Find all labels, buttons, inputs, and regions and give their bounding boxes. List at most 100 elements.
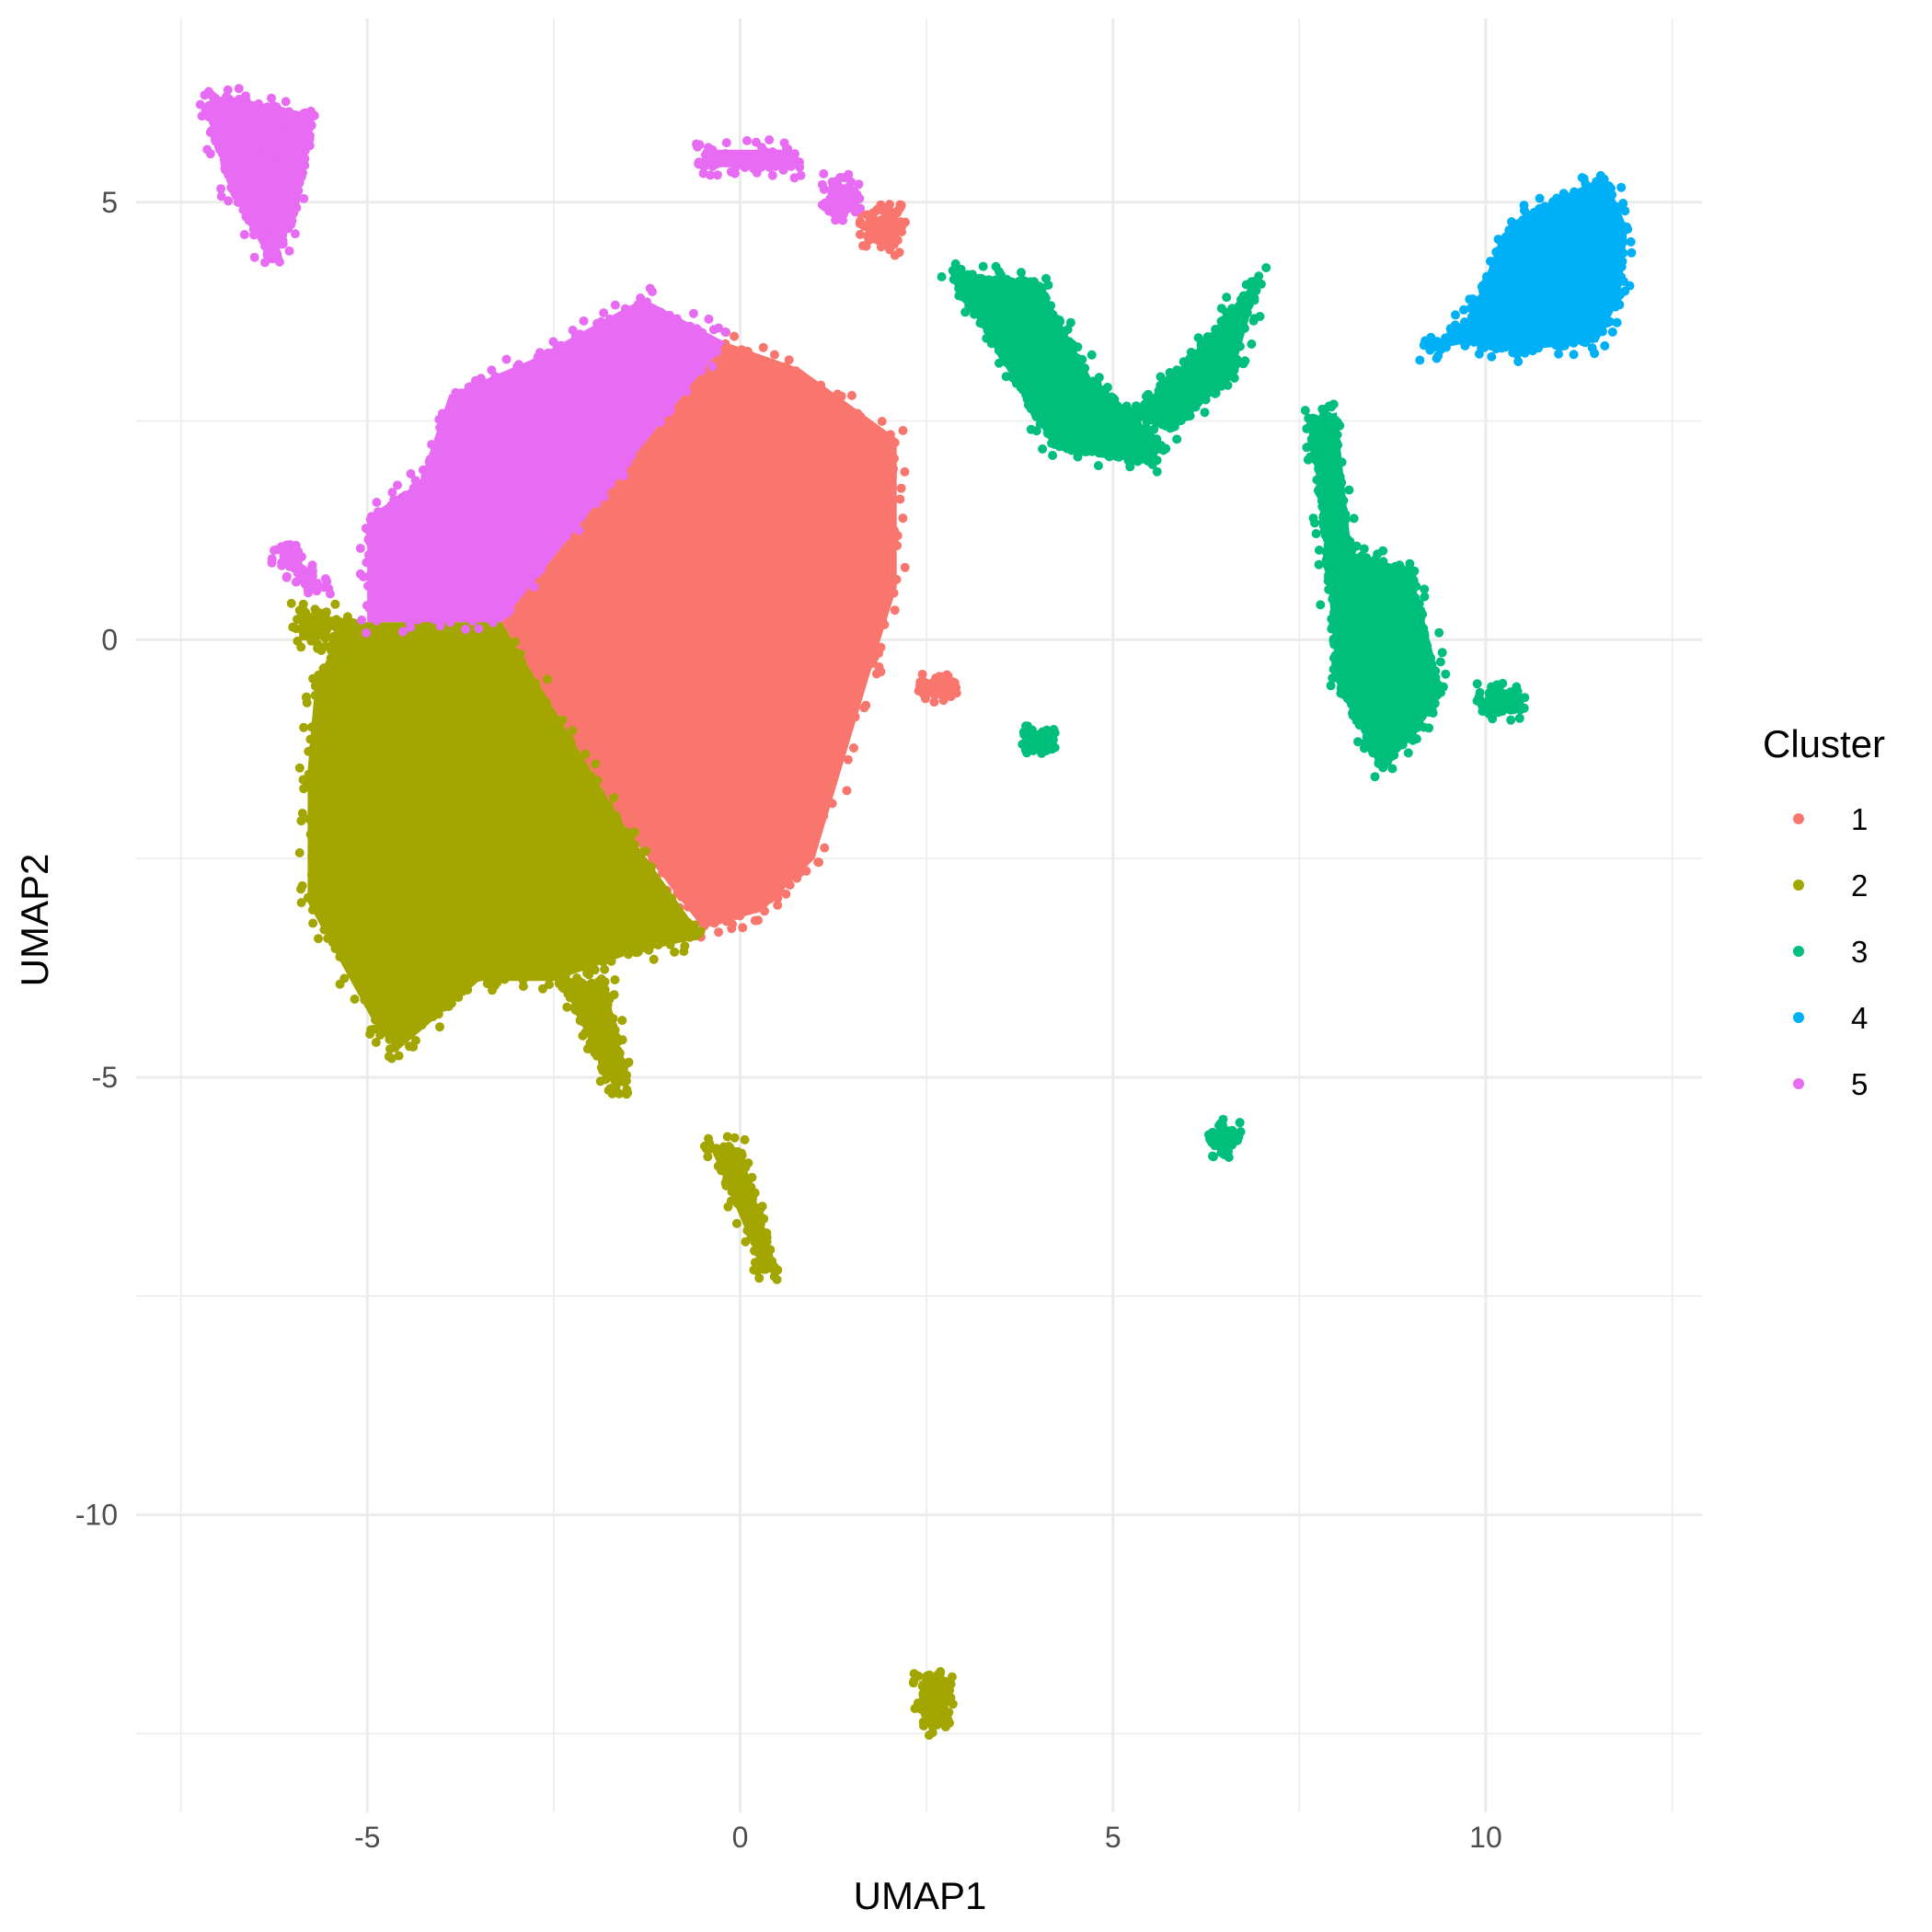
point-cluster-1 (799, 663, 810, 673)
point-cluster-1 (709, 587, 719, 597)
point-cluster-1 (826, 429, 836, 439)
point-cluster-2 (431, 929, 441, 939)
point-cluster-1 (820, 843, 830, 853)
point-cluster-2 (624, 1057, 634, 1067)
point-cluster-1 (766, 687, 776, 697)
point-cluster-2 (445, 859, 455, 869)
point-cluster-2 (319, 814, 329, 824)
point-cluster-1 (595, 597, 605, 607)
point-cluster-2 (606, 956, 616, 966)
point-cluster-3 (1179, 357, 1189, 367)
point-cluster-1 (702, 403, 712, 413)
point-cluster-2 (747, 1172, 757, 1182)
point-cluster-1 (811, 644, 822, 654)
point-cluster-1 (832, 455, 842, 466)
point-cluster-1 (864, 224, 874, 234)
point-cluster-2 (495, 826, 504, 836)
point-cluster-2 (410, 924, 420, 934)
point-cluster-1 (846, 530, 857, 540)
point-cluster-1 (728, 563, 738, 573)
point-cluster-1 (708, 716, 719, 726)
point-cluster-2 (524, 772, 535, 781)
point-cluster-3 (1114, 444, 1124, 454)
point-cluster-2 (925, 1699, 934, 1709)
point-cluster-2 (428, 1012, 438, 1022)
point-cluster-2 (401, 939, 411, 949)
point-cluster-2 (453, 730, 463, 741)
point-cluster-1 (627, 661, 637, 671)
point-cluster-3 (1343, 564, 1353, 574)
point-cluster-3 (1144, 393, 1155, 403)
point-cluster-1 (900, 466, 910, 477)
point-cluster-2 (609, 793, 619, 802)
point-cluster-2 (665, 939, 675, 949)
point-cluster-2 (514, 689, 524, 699)
point-cluster-2 (491, 626, 501, 636)
point-cluster-1 (844, 677, 854, 687)
point-cluster-1 (742, 827, 752, 837)
point-cluster-2 (427, 941, 436, 951)
point-cluster-1 (714, 927, 723, 937)
point-cluster-2 (479, 790, 489, 800)
point-cluster-1 (859, 703, 869, 713)
point-cluster-2 (670, 947, 680, 957)
point-cluster-1 (717, 486, 726, 496)
point-cluster-1 (567, 647, 577, 657)
point-cluster-2 (735, 1151, 745, 1161)
point-cluster-3 (1080, 363, 1090, 374)
point-cluster-1 (683, 516, 693, 525)
point-cluster-2 (384, 1009, 394, 1018)
point-cluster-1 (885, 430, 895, 440)
point-cluster-2 (535, 712, 545, 722)
point-cluster-1 (734, 710, 743, 720)
point-cluster-2 (302, 692, 312, 702)
point-cluster-1 (621, 670, 631, 680)
point-cluster-2 (474, 744, 484, 754)
point-cluster-2 (392, 750, 401, 760)
point-cluster-3 (1344, 678, 1354, 688)
point-cluster-1 (711, 845, 721, 856)
point-cluster-3 (1231, 332, 1241, 342)
point-cluster-2 (546, 843, 557, 853)
point-cluster-1 (826, 704, 836, 714)
point-cluster-1 (732, 906, 742, 916)
point-cluster-1 (555, 683, 565, 693)
point-cluster-1 (580, 671, 589, 681)
point-cluster-3 (1156, 372, 1166, 382)
point-cluster-2 (934, 1688, 944, 1698)
point-cluster-1 (617, 629, 627, 639)
point-cluster-3 (1008, 315, 1018, 325)
point-cluster-2 (604, 1069, 615, 1079)
point-cluster-2 (502, 819, 512, 829)
point-cluster-2 (521, 675, 531, 685)
point-cluster-2 (443, 851, 453, 861)
point-cluster-2 (527, 751, 537, 760)
point-cluster-2 (329, 812, 339, 822)
point-cluster-2 (638, 847, 648, 857)
point-cluster-3 (1040, 296, 1050, 306)
point-cluster-1 (588, 636, 598, 646)
point-cluster-2 (596, 974, 606, 984)
point-cluster-2 (328, 848, 339, 858)
point-cluster-2 (699, 1141, 709, 1151)
point-cluster-1 (771, 612, 781, 622)
point-cluster-1 (689, 620, 699, 630)
point-cluster-1 (727, 615, 737, 625)
point-cluster-2 (430, 750, 440, 760)
point-cluster-2 (433, 891, 443, 901)
point-cluster-2 (321, 747, 331, 757)
point-cluster-1 (679, 891, 689, 901)
point-cluster-1 (916, 681, 926, 691)
point-cluster-1 (717, 748, 727, 758)
point-cluster-1 (708, 615, 719, 625)
point-cluster-3 (1152, 466, 1162, 477)
point-cluster-1 (868, 208, 879, 218)
point-cluster-1 (721, 713, 731, 722)
point-cluster-2 (581, 749, 591, 759)
point-cluster-1 (726, 784, 736, 794)
point-cluster-1 (590, 546, 600, 557)
point-cluster-1 (539, 622, 549, 632)
point-cluster-2 (555, 756, 565, 765)
point-cluster-1 (815, 456, 825, 466)
point-cluster-2 (400, 741, 410, 750)
